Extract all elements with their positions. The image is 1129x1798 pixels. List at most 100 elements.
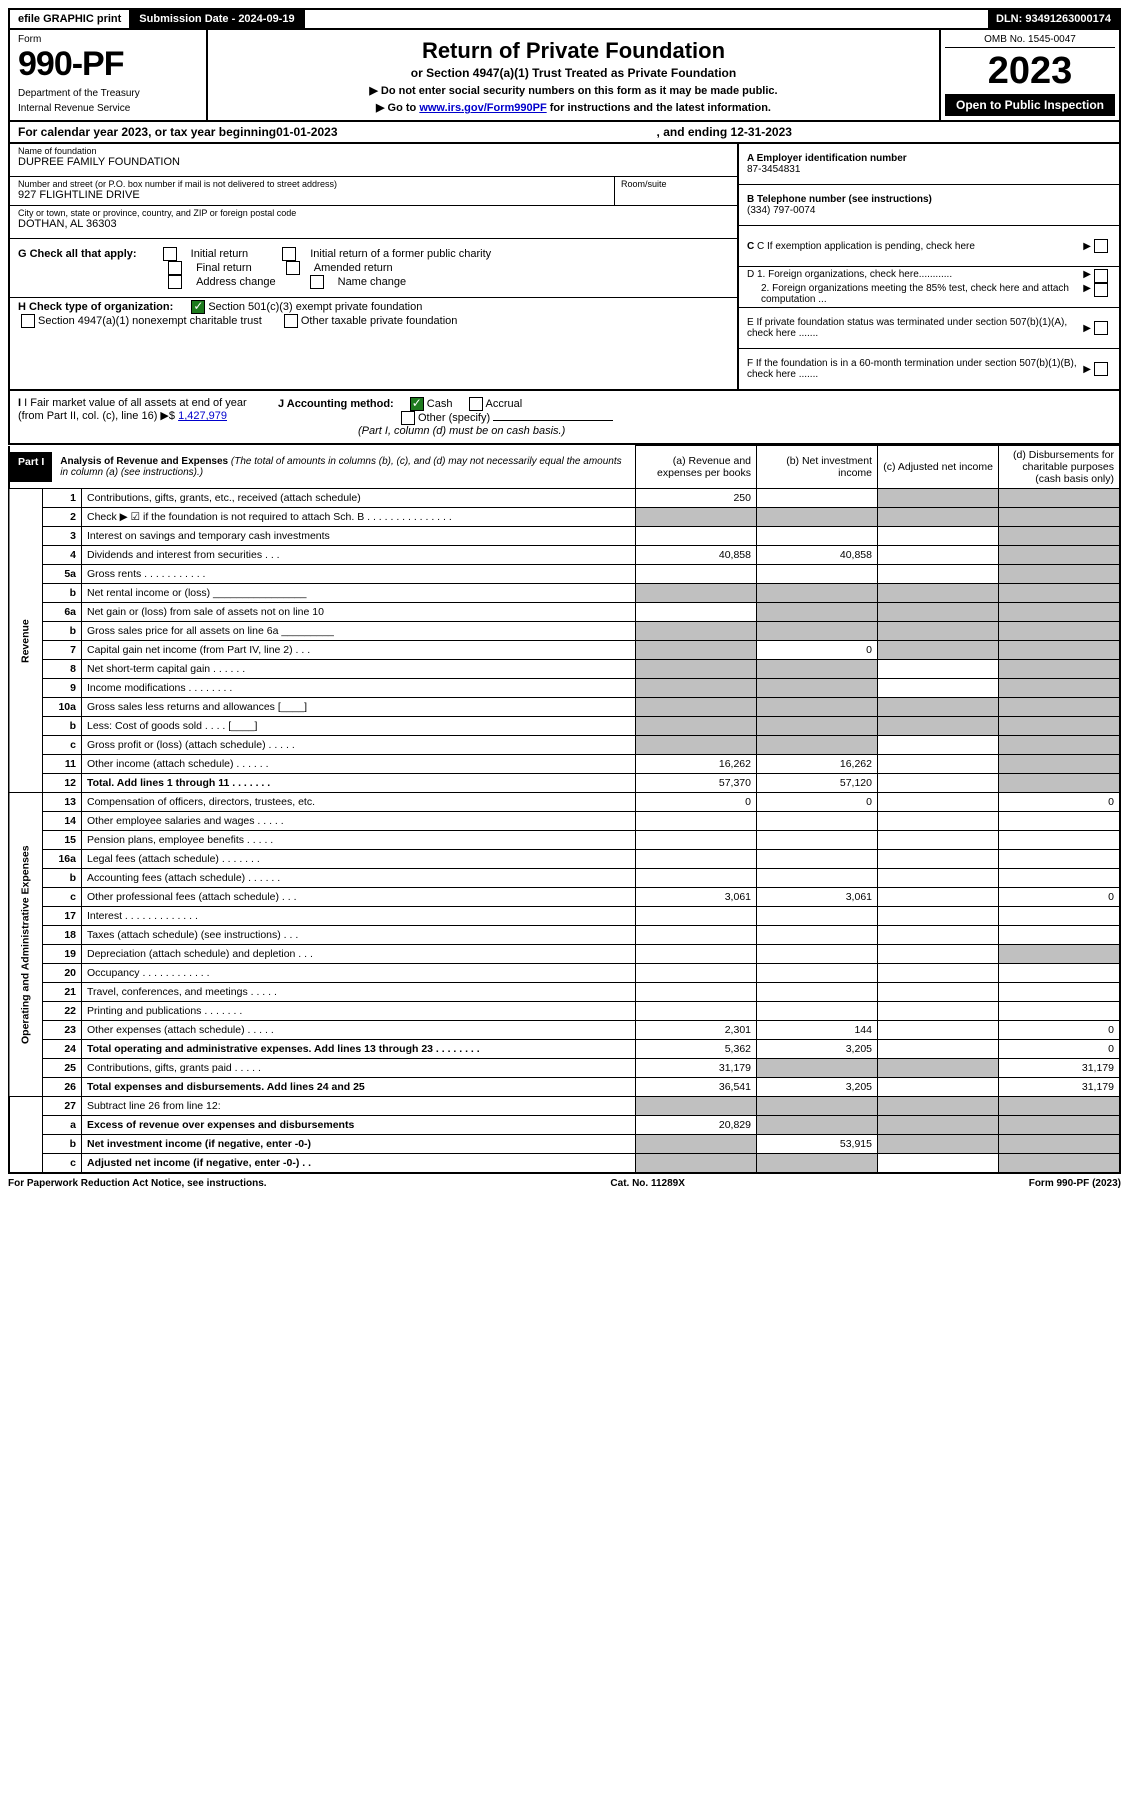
cell-shaded (757, 717, 878, 736)
cell-shaded (999, 641, 1121, 660)
cell-value: 40,858 (636, 546, 757, 565)
table-row: 6aNet gain or (loss) from sale of assets… (9, 603, 1120, 622)
cell-value (878, 888, 999, 907)
row-desc: Accounting fees (attach schedule) . . . … (82, 869, 636, 888)
cell-shaded (878, 1135, 999, 1154)
f-checkbox[interactable] (1094, 362, 1108, 376)
cell-shaded (999, 527, 1121, 546)
table-row: cOther professional fees (attach schedul… (9, 888, 1120, 907)
d1-checkbox[interactable] (1094, 269, 1108, 283)
side-label: Operating and Administrative Expenses (9, 793, 43, 1097)
cell-shaded (999, 508, 1121, 527)
table-row: 24Total operating and administrative exp… (9, 1040, 1120, 1059)
j-opt-2: Other (specify) (418, 412, 490, 424)
d1-text: D 1. Foreign organizations, check here..… (747, 269, 1081, 283)
cell-value (757, 926, 878, 945)
row-desc: Printing and publications . . . . . . . (82, 1002, 636, 1021)
cell-shaded (999, 945, 1121, 964)
phone-value: (334) 797-0074 (747, 205, 815, 216)
h-opt2: Section 4947(a)(1) nonexempt charitable … (38, 315, 262, 327)
table-row: Operating and Administrative Expenses13C… (9, 793, 1120, 812)
part1-title: Analysis of Revenue and Expenses (60, 456, 228, 467)
cell-value: 2,301 (636, 1021, 757, 1040)
name-label: Name of foundation (18, 146, 729, 156)
h-501c3[interactable]: Section 501(c)(3) exempt private foundat… (188, 301, 422, 313)
fmv-value[interactable]: 1,427,979 (178, 410, 227, 422)
instr-pre: ▶ Go to (376, 102, 419, 114)
side-spacer (9, 1097, 43, 1174)
j-cash[interactable]: Cash (407, 398, 453, 410)
c-checkbox[interactable] (1094, 239, 1108, 253)
j-other[interactable]: Other (specify) (398, 412, 613, 424)
tax-year: 2023 (945, 52, 1115, 90)
e-checkbox[interactable] (1094, 321, 1108, 335)
cell-shaded (757, 1154, 878, 1174)
g-initial-return[interactable]: Initial return (160, 248, 262, 260)
g-final-return[interactable]: Final return (165, 262, 266, 274)
cell-shaded (636, 508, 757, 527)
cell-shaded (878, 489, 999, 508)
cell-shaded (757, 508, 878, 527)
cell-value: 40,858 (757, 546, 878, 565)
cell-shaded (636, 717, 757, 736)
cell-value: 0 (999, 888, 1121, 907)
row-desc: Contributions, gifts, grants, etc., rece… (82, 489, 636, 508)
row-num: 1 (43, 489, 82, 508)
g-initial-former[interactable]: Initial return of a former public charit… (279, 248, 505, 260)
g-address-change[interactable]: Address change (165, 276, 290, 288)
h-other-taxable[interactable]: Other taxable private foundation (281, 315, 458, 327)
row-desc: Less: Cost of goods sold . . . . [____] (82, 717, 636, 736)
addr-label: Number and street (or P.O. box number if… (18, 179, 606, 189)
form990pf-link[interactable]: www.irs.gov/Form990PF (419, 102, 546, 114)
cell-shaded (636, 679, 757, 698)
cell-value: 3,205 (757, 1040, 878, 1059)
row-num: 17 (43, 907, 82, 926)
cell-value (636, 603, 757, 622)
cell-value (757, 850, 878, 869)
cell-value (636, 926, 757, 945)
cell-shaded (999, 755, 1121, 774)
cell-value (757, 869, 878, 888)
h-4947[interactable]: Section 4947(a)(1) nonexempt charitable … (18, 315, 262, 327)
cell-value (999, 869, 1121, 888)
submission-date: Submission Date - 2024-09-19 (131, 10, 304, 28)
table-row: 26Total expenses and disbursements. Add … (9, 1078, 1120, 1097)
info-block: Name of foundation DUPREE FAMILY FOUNDAT… (8, 144, 1121, 391)
row-num: b (43, 584, 82, 603)
row-desc: Other employee salaries and wages . . . … (82, 812, 636, 831)
cell-shaded (878, 622, 999, 641)
cell-value (878, 1021, 999, 1040)
cell-value: 53,915 (757, 1135, 878, 1154)
cell-value (636, 907, 757, 926)
row-num: 24 (43, 1040, 82, 1059)
cell-value (636, 869, 757, 888)
cell-shaded (636, 736, 757, 755)
d2-checkbox[interactable] (1094, 283, 1108, 297)
j-opt-1: Accrual (486, 398, 523, 410)
table-row: 17Interest . . . . . . . . . . . . . (9, 907, 1120, 926)
row-num: b (43, 869, 82, 888)
row-desc: Capital gain net income (from Part IV, l… (82, 641, 636, 660)
g-amended-return[interactable]: Amended return (283, 262, 407, 274)
cell-value (878, 869, 999, 888)
col-a-header: (a) Revenue and expenses per books (636, 446, 757, 489)
calendar-year-row: For calendar year 2023, or tax year begi… (8, 122, 1121, 144)
row-num: c (43, 1154, 82, 1174)
cell-value (878, 945, 999, 964)
row-desc: Interest on savings and temporary cash i… (82, 527, 636, 546)
cell-shaded (757, 736, 878, 755)
cell-value (636, 1002, 757, 1021)
table-row: 19Depreciation (attach schedule) and dep… (9, 945, 1120, 964)
j-accrual[interactable]: Accrual (466, 398, 523, 410)
d2-text: 2. Foreign organizations meeting the 85%… (761, 283, 1081, 305)
efile-label[interactable]: efile GRAPHIC print (10, 10, 131, 28)
table-row: 20Occupancy . . . . . . . . . . . . (9, 964, 1120, 983)
row-num: 19 (43, 945, 82, 964)
table-row: 23Other expenses (attach schedule) . . .… (9, 1021, 1120, 1040)
h-opt3: Other taxable private foundation (301, 315, 458, 327)
cal-mid: , and ending (657, 125, 731, 139)
row-desc: Check ▶ ☑ if the foundation is not requi… (82, 508, 636, 527)
cell-value (636, 983, 757, 1002)
g-name-change[interactable]: Name change (307, 276, 421, 288)
col-d-header: (d) Disbursements for charitable purpose… (999, 446, 1121, 489)
